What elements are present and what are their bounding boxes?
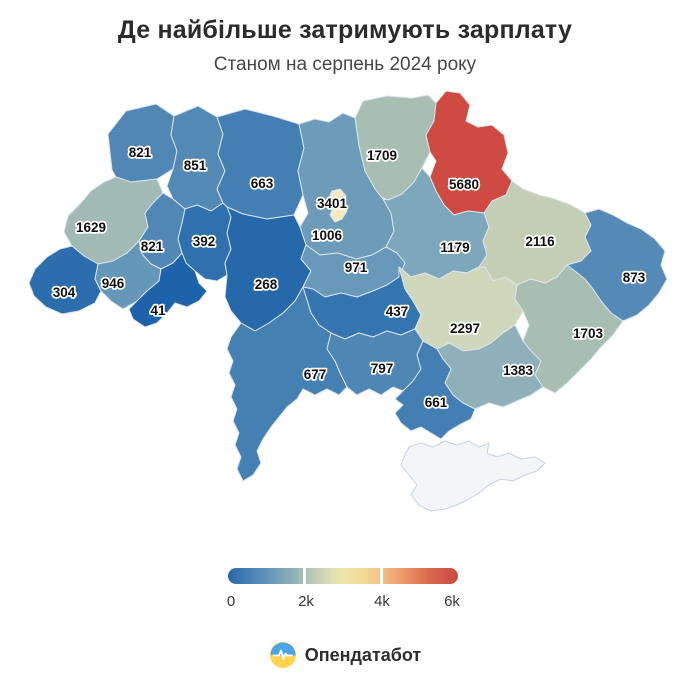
region-value-label: 946 [102,276,125,291]
header: Де найбільше затримують зарплату Станом … [0,16,690,76]
region-value-label: 797 [371,361,394,376]
pulse-line-icon [272,649,293,660]
region-value-label: 1179 [440,240,469,255]
region-value-label: 663 [251,176,274,191]
legend-separator [380,568,383,584]
brand-name: Опендатабот [304,644,422,665]
page-subtitle: Станом на серпень 2024 року [213,54,477,75]
legend-tick-label: 0 [226,593,236,610]
region-kyiv-city [328,188,348,223]
legend-tick-label: 2k [298,593,314,610]
legend-gradient-bar [228,568,458,584]
region-value-label: 821 [129,145,152,160]
legend-separator [303,568,306,584]
region-value-label: 677 [304,367,327,382]
region-value-label: 851 [184,158,207,173]
region-value-label: 1703 [573,326,604,341]
region-chernivtsi [128,252,208,328]
region-value-label: 1383 [503,363,534,378]
region-luhansk [566,208,668,322]
footer-brand: Опендатабот [0,641,690,669]
opendatabot-logo-icon [269,642,296,668]
region-value-label: 437 [386,304,409,319]
region-volyn [107,103,178,183]
region-kherson [394,340,476,440]
region-value-label: 41 [150,303,166,318]
region-value-label: 268 [255,277,278,292]
region-odesa [226,286,348,482]
region-value-label: 971 [345,260,368,275]
legend-tick-label: 4k [374,593,390,610]
region-value-label: 821 [141,239,164,254]
region-zhytomyr [216,108,305,220]
region-value-label: 2116 [525,234,555,249]
region-value-label: 1709 [367,148,397,163]
region-value-label: 1629 [76,220,106,235]
region-value-label: 5680 [449,177,479,192]
region-value-label: 873 [623,270,646,285]
region-value-label: 661 [425,395,448,410]
region-crimea [400,440,546,512]
region-value-label: 2297 [450,321,480,336]
region-value-label: 392 [193,234,216,249]
region-value-label: 1006 [312,228,343,243]
legend-tick-label: 6k [444,593,460,610]
region-value-label: 3401 [317,196,348,211]
page-title: Де найбільше затримують зарплату [117,16,573,44]
region-value-label: 304 [53,285,76,300]
